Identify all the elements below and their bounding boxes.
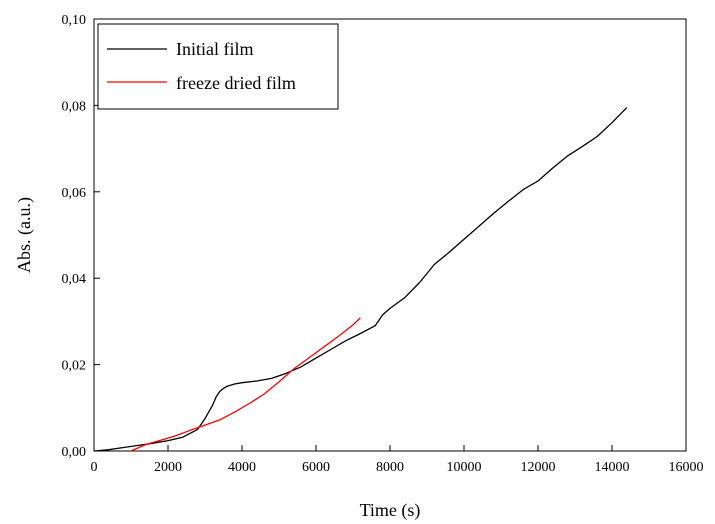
series-lines bbox=[93, 107, 628, 452]
legend-box bbox=[97, 23, 339, 110]
y-axis-ticks: 0,00 0,02 0,04 0,06 0,08 0,10 bbox=[62, 13, 100, 460]
x-axis-ticks: 0 2000 4000 6000 8000 10000 12000 14000 16000 bbox=[91, 445, 704, 475]
y-tick-label: 0,06 bbox=[62, 186, 87, 201]
series-line-freeze-dried-film bbox=[130, 317, 361, 452]
x-tick-label: 4000 bbox=[228, 460, 256, 475]
x-tick-label: 10000 bbox=[447, 460, 482, 475]
legend-label-freeze-dried-film: freeze dried film bbox=[176, 73, 296, 93]
x-tick-label: 0 bbox=[91, 460, 98, 475]
y-tick-label: 0,02 bbox=[62, 359, 87, 374]
legend-label-initial-film: Initial film bbox=[176, 39, 253, 59]
legend: Initial film freeze dried film bbox=[97, 23, 339, 110]
x-tick-label: 14000 bbox=[595, 460, 630, 475]
y-axis-label: Abs. (a.u.) bbox=[14, 197, 35, 273]
x-tick-label: 8000 bbox=[376, 460, 404, 475]
y-tick-label: 0,08 bbox=[62, 99, 87, 114]
x-axis-label: Time (s) bbox=[360, 500, 421, 521]
series-line-initial-film bbox=[93, 107, 628, 452]
x-tick-label: 2000 bbox=[154, 460, 182, 475]
x-tick-label: 16000 bbox=[669, 460, 704, 475]
y-tick-label: 0,00 bbox=[62, 445, 87, 460]
y-tick-label: 0,10 bbox=[62, 13, 87, 28]
x-tick-label: 6000 bbox=[302, 460, 330, 475]
y-tick-label: 0,04 bbox=[62, 272, 87, 287]
x-tick-label: 12000 bbox=[521, 460, 556, 475]
